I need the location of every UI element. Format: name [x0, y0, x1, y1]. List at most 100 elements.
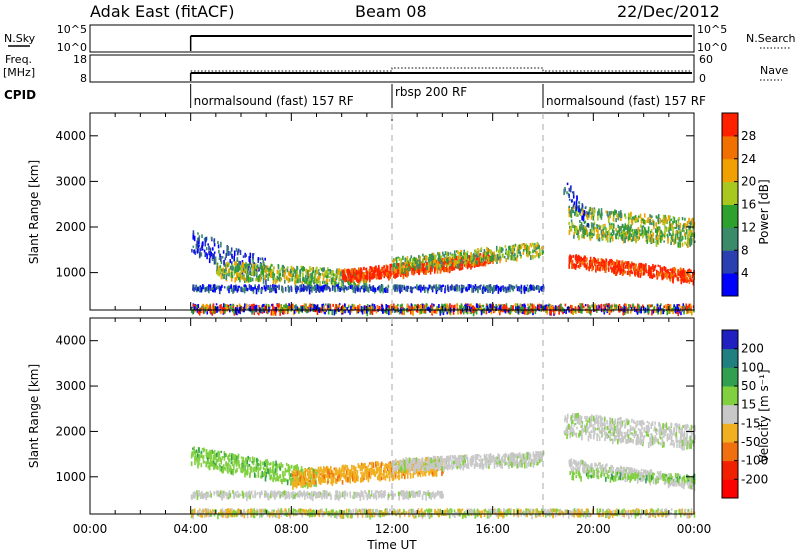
power-echo — [599, 305, 601, 308]
colorbar-tick-label: 16 — [741, 198, 756, 212]
power-echo — [615, 218, 617, 222]
power-echo — [457, 310, 459, 315]
power-echo — [648, 226, 650, 231]
power-echo — [298, 308, 300, 314]
power-echo — [468, 258, 470, 261]
power-echo — [624, 271, 626, 274]
power-echo — [199, 252, 201, 258]
power-echo — [485, 256, 487, 259]
power-echo — [451, 264, 453, 266]
power-echo — [648, 269, 650, 272]
power-echo — [249, 272, 251, 275]
power-echo — [381, 305, 383, 307]
power-echo — [593, 223, 595, 226]
power-echo — [299, 285, 301, 288]
power-echo — [522, 306, 524, 309]
power-echo — [192, 288, 194, 290]
power-echo — [292, 267, 294, 270]
power-echo — [680, 267, 682, 270]
power-echo — [527, 304, 529, 307]
power-echo — [502, 254, 504, 258]
power-echo — [231, 247, 233, 251]
power-echo — [683, 279, 685, 283]
power-echo — [361, 272, 363, 278]
freq-left-tick-top: 18 — [73, 53, 87, 66]
colorbar-tick-label: 8 — [741, 243, 749, 257]
power-echo — [451, 307, 453, 312]
power-echo — [628, 225, 630, 227]
power-echo — [531, 286, 533, 290]
power-echo — [332, 277, 334, 282]
power-echo — [608, 217, 610, 223]
power-echo — [637, 217, 639, 219]
power-echo — [635, 306, 637, 308]
power-echo — [590, 310, 592, 313]
power-echo — [252, 259, 254, 264]
power-echo — [243, 271, 245, 273]
power-echo — [651, 216, 653, 218]
power-echo — [618, 237, 620, 240]
power-echo — [350, 277, 352, 280]
power-echo — [514, 253, 516, 256]
power-echo — [575, 264, 577, 270]
power-echo — [278, 278, 280, 281]
power-echo — [570, 210, 572, 216]
power-echo — [401, 307, 403, 309]
power-echo — [410, 255, 412, 258]
power-echo — [240, 250, 242, 255]
power-echo — [244, 284, 246, 287]
power-echo — [481, 258, 483, 263]
power-echo — [442, 258, 444, 261]
power-echo — [201, 252, 203, 256]
power-echo — [218, 244, 220, 248]
power-echo — [433, 253, 435, 256]
power-echo — [494, 258, 496, 260]
power-echo — [283, 272, 285, 278]
power-echo — [210, 288, 212, 291]
power-echo — [644, 272, 646, 274]
power-echo — [571, 219, 573, 222]
power-echo — [209, 258, 211, 263]
power-echo — [581, 308, 583, 313]
power-echo — [672, 310, 674, 314]
power-echo — [597, 225, 599, 229]
power-echo — [623, 262, 625, 265]
power-echo — [587, 223, 589, 226]
power-echo — [309, 270, 311, 273]
power-echo — [602, 224, 604, 229]
power-echo — [204, 253, 206, 257]
power-echo — [607, 237, 609, 243]
power-echo — [690, 235, 692, 239]
power-echo — [532, 285, 534, 287]
power-echo — [490, 252, 492, 254]
power-echo — [455, 260, 457, 266]
power-echo — [467, 265, 469, 270]
power-echo — [518, 249, 520, 254]
power-echo — [591, 235, 593, 237]
power-echo — [687, 244, 689, 248]
power-echo — [260, 277, 262, 282]
power-echo — [334, 278, 336, 281]
velocity-echo — [434, 509, 436, 514]
power-echo — [649, 233, 651, 237]
power-echo — [677, 242, 679, 248]
power-echo — [683, 305, 685, 309]
power-echo — [612, 236, 614, 239]
power-echo — [581, 225, 583, 228]
power-echo — [640, 214, 642, 218]
power-echo — [271, 304, 273, 306]
power-echo — [471, 288, 473, 293]
power-echo — [569, 213, 571, 217]
power-echo — [606, 210, 608, 213]
power-echo — [355, 288, 357, 294]
power-echo — [620, 226, 622, 231]
power-echo — [304, 280, 306, 283]
power-echo — [268, 273, 270, 276]
power-echo — [517, 255, 519, 257]
power-echo — [376, 310, 378, 313]
power-echo — [500, 287, 502, 292]
power-echo — [570, 186, 572, 192]
power-echo — [273, 307, 275, 312]
power-echo — [493, 285, 495, 290]
power-echo — [580, 303, 582, 306]
